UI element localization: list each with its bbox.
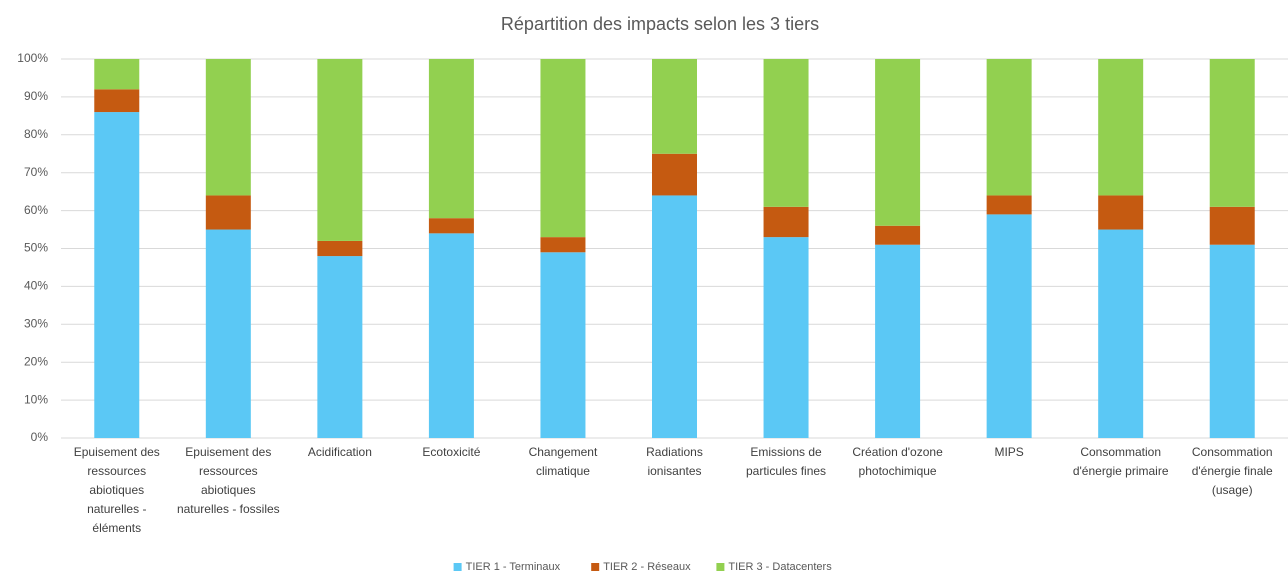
bar-segment <box>763 237 809 438</box>
bar-segment <box>540 59 586 238</box>
bar-segment <box>94 59 140 90</box>
x-tick-label: Consommation d'énergie finale (usage) <box>1191 445 1273 497</box>
bar-segment <box>763 59 809 207</box>
x-tick-label: Acidification <box>307 445 372 459</box>
bar-segment <box>1209 59 1255 207</box>
x-tick-label: MIPS <box>994 445 1024 459</box>
bar-segment <box>205 229 251 438</box>
bar-segment <box>317 256 363 438</box>
bar-segment <box>986 59 1032 196</box>
bar-segment <box>428 218 474 234</box>
x-tick-label: Ecotoxicité <box>422 445 481 459</box>
bar-segment <box>875 225 921 245</box>
bar-segment <box>428 59 474 219</box>
bar-segment <box>94 89 140 113</box>
x-tick-label: Emissions de particules fines <box>746 445 827 478</box>
bar-segment <box>1098 229 1144 438</box>
bar-segment <box>205 59 251 196</box>
legend-swatch <box>591 563 600 571</box>
x-tick-label: Epuisement des ressources abiotiques nat… <box>73 445 160 535</box>
y-tick-label: 70% <box>24 165 48 179</box>
y-tick-label: 90% <box>24 89 48 103</box>
legend-swatch <box>716 563 725 571</box>
legend-label: TIER 1 - Terminaux <box>466 561 561 573</box>
x-tick-label: Consommation d'énergie primaire <box>1072 445 1169 478</box>
bar-segment <box>1209 206 1255 245</box>
legend-swatch <box>453 563 462 571</box>
y-tick-label: 30% <box>24 316 48 330</box>
bar-segment <box>317 240 363 257</box>
bar-segment <box>1098 59 1144 196</box>
x-tick-label: Epuisement des ressources abiotiques nat… <box>176 445 280 516</box>
bar-segment <box>986 195 1032 215</box>
bar-segment <box>652 153 697 196</box>
bar-segment <box>317 59 363 241</box>
legend-label: TIER 3 - Datacenters <box>728 561 832 573</box>
bar-segment <box>94 112 140 438</box>
bar-segment <box>540 237 586 253</box>
y-tick-label: 20% <box>24 354 48 368</box>
y-tick-label: 0% <box>31 430 49 444</box>
y-tick-label: 100% <box>17 51 48 65</box>
y-tick-label: 60% <box>24 203 48 217</box>
bar-segment <box>986 214 1032 438</box>
bar-segment <box>540 252 586 438</box>
bar-segment <box>875 59 921 226</box>
x-tick-label: Radiations ionisantes <box>646 445 703 478</box>
bar-segment <box>1098 195 1144 230</box>
bar-segment <box>428 233 474 438</box>
y-tick-label: 80% <box>24 127 48 141</box>
bar-segment <box>205 195 251 230</box>
bar-segment <box>875 244 921 438</box>
x-tick-label: Création d'ozone photochimique <box>852 445 943 478</box>
y-tick-label: 40% <box>24 279 48 293</box>
x-tick-label: Changement climatique <box>528 445 598 478</box>
chart-title: Répartition des impacts selon les 3 tier… <box>501 14 819 34</box>
bar-segment <box>652 195 697 438</box>
bar-segment <box>1209 244 1255 438</box>
y-tick-label: 50% <box>24 241 48 255</box>
bar-segment <box>763 206 809 238</box>
y-tick-label: 10% <box>24 392 48 406</box>
legend-label: TIER 2 - Réseaux <box>603 561 691 573</box>
bar-segment <box>652 59 697 154</box>
